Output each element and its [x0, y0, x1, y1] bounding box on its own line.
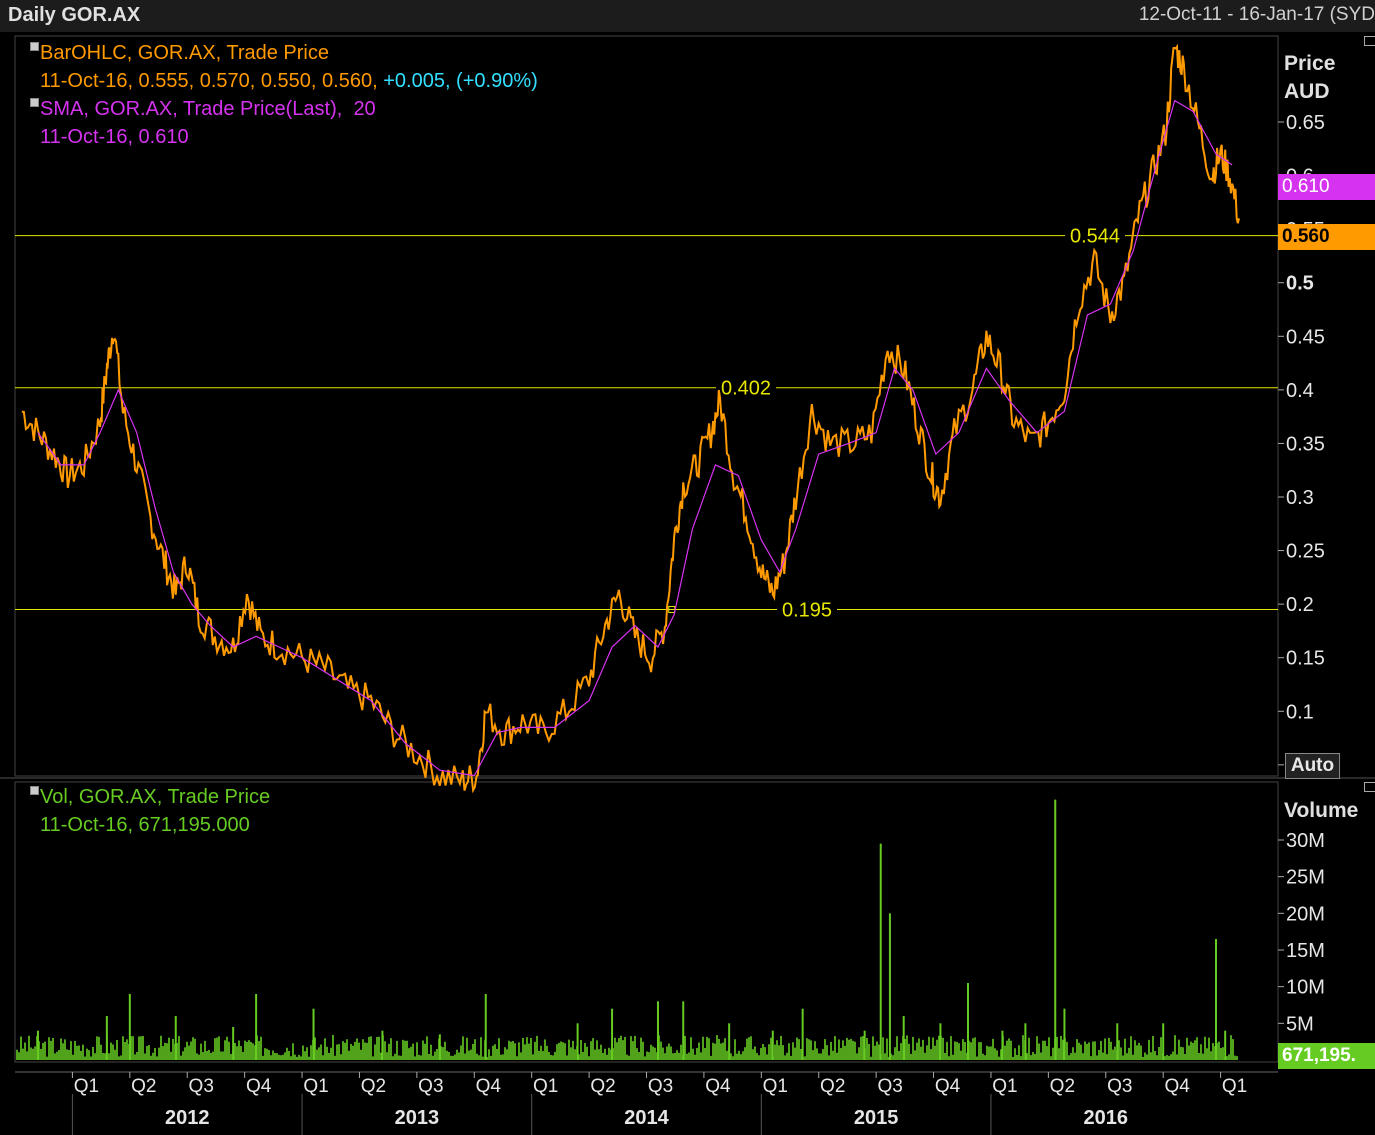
year-label: 2014 [624, 1107, 669, 1129]
volume-pane-frame [14, 781, 1279, 1063]
price-pane-frame [14, 35, 1279, 777]
price-tick-label: 0.5 [1286, 273, 1314, 295]
horizontal-line-label-bg [777, 598, 837, 621]
sma-legend-period: 20 [353, 98, 376, 120]
year-label: 2012 [165, 1107, 210, 1129]
quarter-label: Q2 [361, 1076, 386, 1097]
quarter-label: Q1 [1222, 1076, 1247, 1097]
price-tick-label: 0.25 [1286, 541, 1325, 563]
horizontal-line-label-bg [1065, 224, 1125, 247]
price-series-line [21, 43, 1240, 794]
volume-tick-label: 10M [1286, 977, 1325, 999]
quarter-label: Q2 [1050, 1076, 1075, 1097]
legend-handle-icon[interactable] [30, 98, 39, 107]
quarter-label: Q4 [246, 1076, 272, 1097]
volume-axis-title: Volume [1284, 799, 1359, 822]
sma-legend-title: SMA, GOR.AX, Trade Price(Last), 20 [40, 98, 376, 121]
chart-title: Daily GOR.AX [8, 4, 141, 26]
volume-tick-label: 20M [1286, 903, 1325, 925]
quarter-label: Q3 [1107, 1076, 1132, 1097]
price-tick-label: 0.2 [1286, 594, 1314, 616]
quarter-label: Q2 [820, 1076, 845, 1097]
year-label: 2013 [395, 1107, 440, 1129]
horizontal-line-label: 0.402 [721, 378, 771, 400]
legend-handle-icon[interactable] [30, 42, 39, 51]
horizontal-line-label: 0.544 [1070, 226, 1120, 248]
quarter-label: Q1 [74, 1076, 99, 1097]
volume-last-value-tag: 671,195. [1278, 1043, 1375, 1069]
price-pane-menu-icon[interactable] [1364, 36, 1375, 46]
volume-tick-label: 15M [1286, 940, 1325, 962]
volume-bars-base [16, 1035, 1238, 1060]
price-tick-label: 0.4 [1286, 380, 1314, 402]
year-label: 2016 [1084, 1107, 1129, 1129]
quarter-label: Q3 [648, 1076, 673, 1097]
quarter-label: Q4 [476, 1076, 502, 1097]
volume-legend-title: Vol, GOR.AX, Trade Price [40, 786, 271, 808]
price-tick-label: 0.45 [1286, 326, 1325, 348]
price-tick-label: 0.15 [1286, 648, 1325, 670]
price-axis-title: Price [1284, 52, 1336, 75]
volume-tick-label: 25M [1286, 867, 1325, 889]
horizontal-line-label-bg [716, 376, 776, 399]
title-bar: Daily GOR.AX 12-Oct-11 - 16-Jan-17 (SYD [0, 0, 1375, 32]
ohlc-legend-title: BarOHLC, GOR.AX, Trade Price [40, 42, 329, 64]
quarter-label: Q4 [1165, 1076, 1191, 1097]
quarter-label: Q1 [763, 1076, 788, 1097]
ohlc-change: +0.005, (+0.90%) [383, 70, 538, 92]
price-tick-label: 0.65 [1286, 112, 1325, 134]
price-tick-label: 0.35 [1286, 433, 1325, 455]
horizontal-line-label: 0.195 [782, 600, 832, 622]
volume-tick-label: 5M [1286, 1013, 1314, 1035]
quarter-label: Q3 [189, 1076, 214, 1097]
price-last-value-tag: 0.560 [1278, 224, 1375, 250]
quarter-label: Q3 [877, 1076, 902, 1097]
sma-legend-name: SMA, GOR.AX, Trade Price(Last), [40, 98, 343, 120]
quarter-label: Q1 [303, 1076, 328, 1097]
ohlc-legend-values: 11-Oct-16, 0.555, 0.570, 0.550, 0.560, +… [40, 70, 538, 93]
price-tick-label: 0.3 [1286, 487, 1314, 509]
auto-scale-button[interactable]: Auto [1285, 753, 1340, 779]
quarter-label: Q1 [533, 1076, 558, 1097]
volume-tick-label: 30M [1286, 830, 1325, 852]
quarter-label: Q2 [131, 1076, 156, 1097]
volume-pane-menu-icon[interactable] [1364, 782, 1375, 792]
price-axis-unit: AUD [1284, 80, 1330, 103]
ohlc-values: 11-Oct-16, 0.555, 0.570, 0.550, 0.560, [40, 70, 378, 92]
quarter-label: Q4 [935, 1076, 961, 1097]
sma-legend-value: 11-Oct-16, 0.610 [40, 126, 189, 148]
date-range: 12-Oct-11 - 16-Jan-17 (SYD [1138, 4, 1375, 25]
sma-series-line [37, 99, 1233, 777]
volume-legend-value: 11-Oct-16, 671,195.000 [40, 814, 250, 836]
quarter-label: Q4 [705, 1076, 731, 1097]
legend-handle-icon[interactable] [30, 786, 39, 795]
quarter-label: Q1 [992, 1076, 1017, 1097]
sma-last-value-tag: 0.610 [1278, 174, 1375, 200]
price-tick-label: 0.1 [1286, 701, 1314, 723]
quarter-label: Q3 [418, 1076, 443, 1097]
year-label: 2015 [854, 1107, 899, 1129]
quarter-label: Q2 [590, 1076, 615, 1097]
